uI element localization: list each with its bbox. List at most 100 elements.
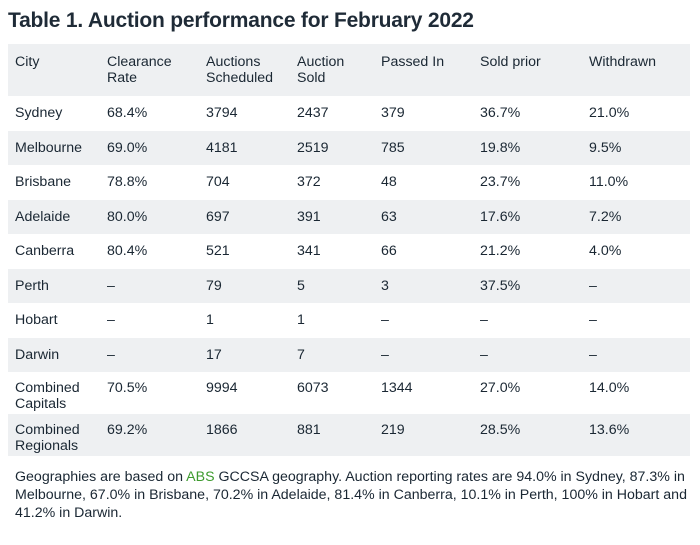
cell-text: 704: [206, 174, 230, 190]
column-header: Clearance Rate: [100, 44, 199, 96]
cell-text: 13.6%: [589, 422, 630, 438]
page: Table 1. Auction performance for Februar…: [8, 9, 690, 521]
city-cell: Perth: [8, 269, 100, 304]
table-cell: 1: [290, 303, 374, 338]
table-cell: 1866: [199, 414, 290, 456]
table-cell: 80.0%: [100, 200, 199, 235]
city-cell: Hobart: [8, 303, 100, 338]
cell-text: 5: [297, 277, 305, 294]
table-cell: 341: [290, 234, 374, 269]
cell-text: Perth: [15, 277, 49, 294]
cell-text: 1344: [381, 380, 413, 396]
table-cell: –: [473, 338, 582, 373]
cell-text: 9.5%: [589, 139, 622, 156]
column-header-line: Auctions: [206, 54, 261, 70]
table-cell: 13.6%: [582, 414, 690, 456]
table-cell: –: [374, 303, 473, 338]
table-cell: 4181: [199, 131, 290, 166]
cell-text: Adelaide: [15, 208, 71, 225]
column-header-line: City: [15, 54, 40, 70]
column-header-line: Scheduled: [206, 70, 274, 86]
table-cell: –: [582, 269, 690, 304]
column-header: Auctions Scheduled: [199, 44, 290, 96]
table-cell: 2519: [290, 131, 374, 166]
cell-text: 14.0%: [589, 380, 630, 396]
city-cell: Melbourne: [8, 131, 100, 166]
column-header-line: Rate: [107, 70, 137, 86]
cell-text: 1866: [206, 422, 238, 438]
table-cell: 69.0%: [100, 131, 199, 166]
cell-text: 881: [297, 422, 321, 438]
column-header-line: Withdrawn: [589, 54, 657, 70]
column-header: Sold prior: [473, 44, 582, 96]
table-cell: –: [582, 338, 690, 373]
table-row: Darwin – 17 7 – – –: [8, 337, 690, 373]
cell-text: –: [589, 346, 597, 363]
table-cell: 391: [290, 200, 374, 235]
cell-text: 785: [381, 139, 405, 156]
table-cell: 23.7%: [473, 165, 582, 200]
table-row: Brisbane 78.8% 704 372 48 23.7% 11.0%: [8, 165, 690, 200]
table-header-row: City Clearance Rate Auctions Scheduled Auctio…: [8, 44, 690, 96]
cell-text: Regionals: [15, 438, 79, 454]
table-cell: 372: [290, 165, 374, 200]
cell-text: 379: [381, 105, 405, 121]
cell-text: 17: [206, 346, 222, 363]
column-header-line: Passed In: [381, 54, 445, 70]
cell-text: 63: [381, 208, 397, 225]
cell-text: 36.7%: [480, 105, 521, 121]
city-cell: Adelaide: [8, 200, 100, 235]
table-cell: 63: [374, 200, 473, 235]
footnote-text-after: GCCSA geography. Auction reporting rates…: [15, 469, 687, 521]
cell-text: 6073: [297, 380, 329, 396]
table-cell: 3: [374, 269, 473, 304]
table-cell: 37.5%: [473, 269, 582, 304]
table-cell: –: [100, 269, 199, 304]
cell-text: 78.8%: [107, 174, 148, 190]
table-cell: 69.2%: [100, 414, 199, 456]
table-row: Combined Capitals 70.5% 9994 6073 1344 27.0% 14…: [8, 372, 690, 414]
table-row: Adelaide 80.0% 697 391 63 17.6% 7.2%: [8, 199, 690, 235]
table-cell: 5: [290, 269, 374, 304]
cell-text: Sydney: [15, 105, 63, 121]
cell-text: 17.6%: [480, 208, 521, 225]
column-header-line: Sold prior: [480, 54, 541, 70]
cell-text: –: [107, 346, 115, 363]
cell-text: 66: [381, 243, 397, 259]
cell-text: 4181: [206, 139, 238, 156]
table-cell: 28.5%: [473, 414, 582, 456]
cell-text: Darwin: [15, 346, 60, 363]
table-cell: 17.6%: [473, 200, 582, 235]
table-row: Canberra 80.4% 521 341 66 21.2% 4.0%: [8, 234, 690, 269]
cell-text: 1: [206, 312, 214, 328]
cell-text: 3794: [206, 105, 238, 121]
footnote-text-before: Geographies are based on: [15, 469, 187, 485]
city-cell: Canberra: [8, 234, 100, 269]
table-title: Table 1. Auction performance for Februar…: [8, 9, 474, 32]
table-cell: 379: [374, 96, 473, 131]
table-cell: 7.2%: [582, 200, 690, 235]
cell-text: Brisbane: [15, 174, 71, 190]
cell-text: –: [589, 277, 597, 294]
table-cell: 7: [290, 338, 374, 373]
cell-text: 391: [297, 208, 321, 225]
cell-text: 7.2%: [589, 208, 622, 225]
cell-text: 69.0%: [107, 139, 148, 156]
table-row: Hobart – 1 1 – – –: [8, 303, 690, 338]
table-cell: 4.0%: [582, 234, 690, 269]
cell-text: 48: [381, 174, 397, 190]
table-cell: 1344: [374, 372, 473, 414]
city-cell: Brisbane: [8, 165, 100, 200]
cell-text: 21.0%: [589, 105, 630, 121]
table-cell: 17: [199, 338, 290, 373]
table-cell: –: [100, 338, 199, 373]
table-cell: 80.4%: [100, 234, 199, 269]
cell-text: 23.7%: [480, 174, 521, 190]
cell-text: 70.5%: [107, 380, 148, 396]
auction-table: City Clearance Rate Auctions Scheduled Auctio…: [8, 44, 690, 456]
cell-text: 69.2%: [107, 422, 148, 438]
table-cell: 9.5%: [582, 131, 690, 166]
abs-link[interactable]: ABS: [186, 469, 215, 485]
cell-text: 697: [206, 208, 230, 225]
table-cell: 79: [199, 269, 290, 304]
